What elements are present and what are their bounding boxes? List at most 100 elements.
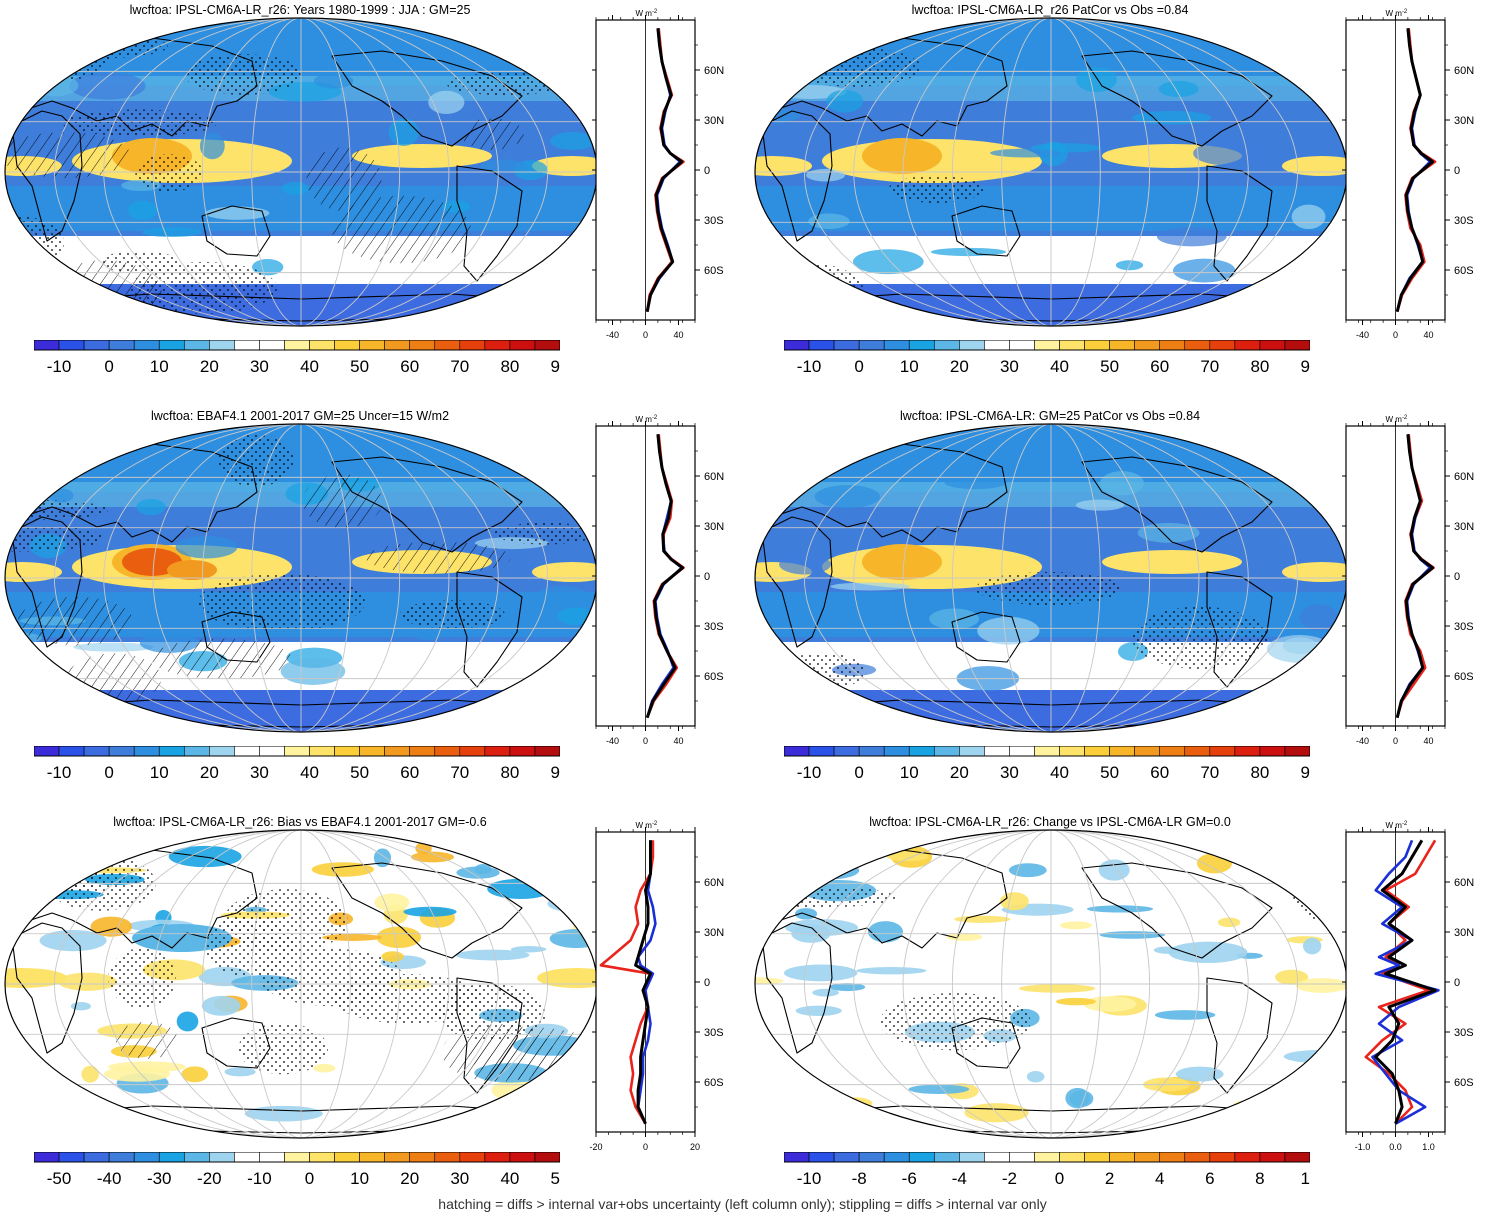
colorbar-swatch	[309, 745, 335, 757]
lat-tick-label: 0	[1454, 571, 1460, 583]
colorbar-label: 70	[450, 763, 469, 782]
colorbar-swatch	[58, 339, 85, 351]
zonal-profile: W m-2 -40 0 40 60N 30N 0 30S 60S	[1338, 414, 1485, 754]
colorbar-swatch	[58, 1151, 85, 1163]
colorbar-swatch	[459, 745, 486, 757]
colorbar-swatch	[108, 1151, 135, 1163]
profile-svg: W m-2 -40 0 40 60N 30N 0 30S 60S	[1342, 9, 1474, 340]
x-tick-label: -40	[1356, 736, 1369, 746]
x-tick-label: -40	[1356, 330, 1369, 340]
colorbar-label: 2	[1105, 1169, 1114, 1188]
zonal-profile: W m-2 -20 0 20 60N 30N 0 30S 60S	[588, 820, 738, 1160]
colorbar-label: 10	[150, 357, 169, 376]
colorbar-swatch	[1259, 745, 1286, 757]
colorbar-label: 90	[551, 763, 560, 782]
lat-tick-label: 30S	[1454, 621, 1474, 633]
colorbar-swatch	[309, 339, 335, 351]
panel-title: lwcftoa: IPSL-CM6A-LR_r26 PatCor vs Obs …	[911, 3, 1189, 17]
profile-svg: W m-2 -40 0 40 60N 30N 0 30S 60S	[1342, 415, 1474, 746]
colorbar-swatch	[833, 745, 860, 757]
colorbar-swatch	[858, 1151, 885, 1163]
colorbar-label: 30	[1000, 763, 1019, 782]
colorbar-label: -10	[47, 357, 72, 376]
colorbar-label: 10	[900, 763, 919, 782]
lat-tick-label: 60S	[704, 265, 724, 277]
colorbar-label: 6	[1205, 1169, 1214, 1188]
black-series-line	[1395, 434, 1435, 719]
colorbar-label: 10	[350, 1169, 369, 1188]
colorbar-label: 30	[450, 1169, 469, 1188]
colorbar-swatch	[1159, 1151, 1186, 1163]
colorbar-swatch	[1134, 339, 1161, 351]
panel-title: lwcftoa: IPSL-CM6A-LR: GM=25 PatCor vs O…	[899, 409, 1201, 423]
colorbar-label: 20	[400, 1169, 419, 1188]
colorbar-swatch	[409, 745, 436, 757]
colorbar-swatch	[1209, 1151, 1236, 1163]
lat-tick-label: 0	[1454, 977, 1460, 989]
colorbar-swatch	[33, 1151, 60, 1163]
colorbar-swatch	[984, 1151, 1010, 1163]
colorbar-swatch	[183, 1151, 210, 1163]
colorbar-svg: -50 -40 -30 -20 -10 0 10 20 30 40 50	[33, 1151, 569, 1188]
colorbar-label: 80	[500, 763, 519, 782]
colorbar-swatch	[1284, 745, 1311, 757]
colorbar-swatch	[259, 745, 285, 757]
colorbar-label: 90	[1301, 357, 1310, 376]
colorbar-swatch	[33, 339, 60, 351]
colorbar-swatch	[1009, 339, 1035, 351]
panel-title: lwcftoa: IPSL-CM6A-LR_r26: Bias vs EBAF4…	[113, 815, 487, 829]
colorbar-swatch	[1034, 745, 1060, 757]
map-svg	[4, 423, 598, 733]
colorbar-label: 10	[150, 763, 169, 782]
colorbar-swatch	[1184, 339, 1211, 351]
x-tick-label: -40	[606, 736, 619, 746]
colorbar-swatch	[1159, 339, 1186, 351]
colorbar-label: 0	[104, 357, 113, 376]
colorbar-swatch	[108, 339, 135, 351]
colorbar-svg: -10 0 10 20 30 40 50 60 70 80 90	[783, 745, 1319, 782]
colorbar-swatch	[484, 339, 511, 351]
colorbar-swatch	[534, 339, 561, 351]
map-svg	[4, 17, 598, 327]
colorbar-swatch	[908, 1151, 935, 1163]
colorbar-label: 50	[551, 1169, 560, 1188]
colorbar-swatch	[509, 745, 536, 757]
colorbar-swatch	[984, 339, 1010, 351]
colorbar-label: 0	[854, 763, 863, 782]
red-series-line	[1364, 839, 1437, 1125]
lat-tick-label: 0	[1454, 165, 1460, 177]
colorbar-label: 8	[1255, 1169, 1264, 1188]
colorbar-label: -30	[147, 1169, 172, 1188]
map	[752, 828, 1350, 1140]
colorbar-swatch	[1234, 1151, 1261, 1163]
colorbar-svg: -10 -8 -6 -4 -2 0 2 4 6 8 10	[783, 1151, 1319, 1188]
colorbar-label: 40	[500, 1169, 519, 1188]
x-tick-label: 0	[643, 330, 648, 340]
colorbar-label: 50	[1100, 357, 1119, 376]
colorbar-swatch	[133, 745, 160, 757]
colorbar-swatch	[83, 1151, 110, 1163]
colorbar-swatch	[1009, 745, 1035, 757]
colorbar-swatch	[783, 745, 810, 757]
colorbar-swatch	[284, 745, 310, 757]
lat-tick-label: 60S	[704, 1077, 724, 1089]
colorbar-swatch	[284, 339, 310, 351]
colorbar-swatch	[1259, 1151, 1286, 1163]
colorbar-swatch	[484, 1151, 511, 1163]
colorbar-swatch	[359, 339, 385, 351]
lat-tick-label: 30N	[704, 521, 724, 533]
panel-6: lwcftoa: IPSL-CM6A-LR_r26: Change vs IPS…	[750, 812, 1485, 1217]
lat-tick-label: 30S	[704, 621, 724, 633]
colorbar-label: 20	[200, 763, 219, 782]
colorbar-swatch	[259, 1151, 285, 1163]
colorbar-label: -10	[797, 357, 822, 376]
colorbar-label: 40	[1050, 357, 1069, 376]
lat-tick-label: 60N	[704, 471, 724, 483]
colorbar: -10 -8 -6 -4 -2 0 2 4 6 8 10	[783, 1151, 1319, 1196]
colorbar-swatch	[783, 1151, 810, 1163]
colorbar-label: 50	[350, 763, 369, 782]
panel-2: lwcftoa: IPSL-CM6A-LR_r26 PatCor vs Obs …	[750, 0, 1485, 405]
x-tick-label: 40	[673, 736, 683, 746]
x-tick-label: 20	[690, 1142, 700, 1152]
colorbar-swatch	[1184, 1151, 1211, 1163]
